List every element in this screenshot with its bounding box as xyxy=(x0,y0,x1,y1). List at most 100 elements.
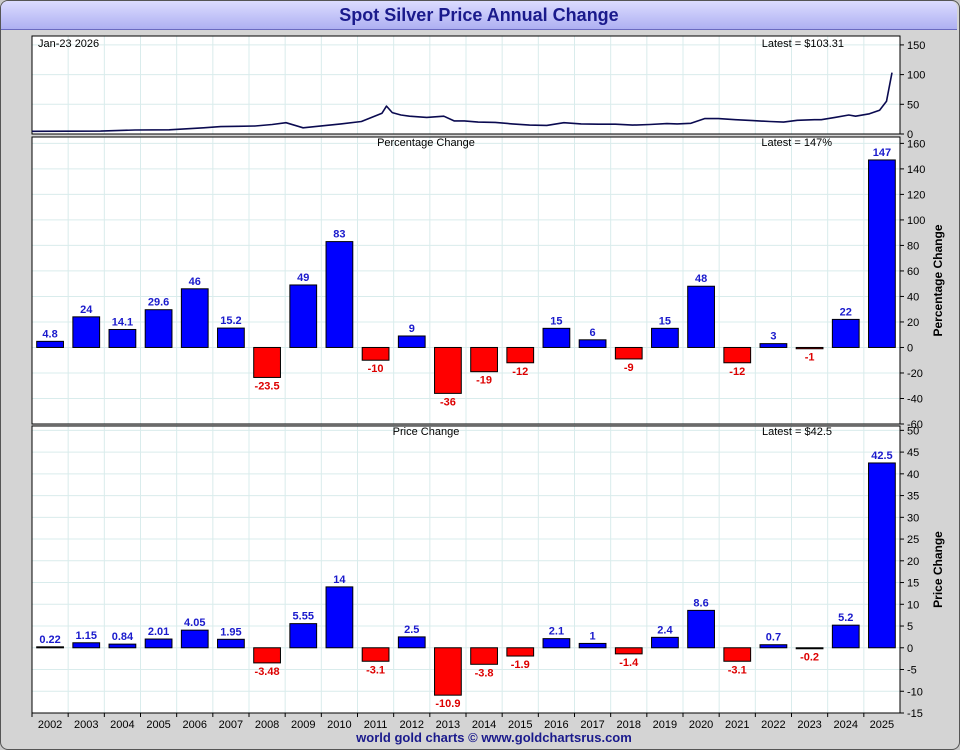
y-tick-label: 100 xyxy=(907,70,925,82)
y-tick-label: 40 xyxy=(907,469,919,481)
x-tick-label: 2008 xyxy=(255,719,279,731)
bar-positive xyxy=(759,343,788,348)
y-tick-label: 20 xyxy=(907,556,919,568)
y-tick-label: -20 xyxy=(907,368,923,380)
x-tick-label: 2007 xyxy=(219,719,243,731)
footer-credit: world gold charts © www.goldchartsrus.co… xyxy=(356,730,632,745)
bar-negative xyxy=(253,647,281,664)
y-tick-label: 140 xyxy=(907,164,925,176)
y-tick-label: 80 xyxy=(907,240,919,252)
x-tick-label: 2016 xyxy=(544,719,568,731)
x-tick-label: 2015 xyxy=(508,719,532,731)
latest-price-label: Latest = $103.31 xyxy=(762,38,844,50)
bar-positive xyxy=(72,642,101,649)
bar-positive xyxy=(578,339,607,348)
bar-positive xyxy=(108,643,137,649)
plot-border xyxy=(31,136,901,425)
y-tick-label: -5 xyxy=(907,665,917,677)
bar-negative xyxy=(361,346,390,361)
percentage-change-panel: -60 -40 -20 0 20 40 60 80 100 120 140 160 Percentage… xyxy=(31,136,945,431)
y-axis-title: Percentage Change xyxy=(931,224,945,336)
bar-value-label: 8.6 xyxy=(693,597,708,609)
y-tick-label: 40 xyxy=(907,291,919,303)
bar-value-label: 49 xyxy=(297,272,309,284)
price-series-line xyxy=(31,72,893,133)
bar-value-label: -1 xyxy=(805,352,815,364)
bar-value-label: 1.95 xyxy=(220,626,241,638)
y-tick-label: 20 xyxy=(907,317,919,329)
bar-negative xyxy=(795,647,824,650)
y-tick-label: -40 xyxy=(907,393,923,405)
y-tick-label: 60 xyxy=(907,266,919,278)
y-tick-label: 50 xyxy=(907,99,919,111)
bar-positive xyxy=(144,638,173,649)
x-tick-label: 2017 xyxy=(580,719,604,731)
plot-border xyxy=(31,35,901,135)
bar-positive xyxy=(687,285,715,348)
bar-positive xyxy=(325,586,354,649)
bar-value-label: -10.9 xyxy=(435,698,460,710)
bar-positive xyxy=(397,636,426,649)
bar-negative xyxy=(614,647,643,655)
bar-value-label: 22 xyxy=(840,306,852,318)
bar-negative xyxy=(434,647,462,696)
bar-positive xyxy=(217,327,245,348)
bar-negative xyxy=(723,647,752,662)
latest-label: Latest = 147% xyxy=(761,137,832,149)
x-tick-label: 2004 xyxy=(110,719,134,731)
bar-positive xyxy=(289,284,318,348)
bar-value-label: -12 xyxy=(729,366,745,378)
bar-negative xyxy=(470,346,498,373)
y-tick-label: 10 xyxy=(907,599,919,611)
bar-value-label: -3.8 xyxy=(475,667,494,679)
bar-value-label: 5.2 xyxy=(838,612,853,624)
bar-value-label: 1.15 xyxy=(76,630,97,642)
y-tick-label: 25 xyxy=(907,534,919,546)
bar-value-label: 2.1 xyxy=(549,626,564,638)
bar-value-label: 2.01 xyxy=(148,626,169,638)
bar-value-label: 15.2 xyxy=(220,315,241,327)
y-tick-label: -10 xyxy=(907,686,923,698)
bar-positive xyxy=(289,623,318,649)
bar-value-label: 2.5 xyxy=(404,624,419,636)
bar-value-label: 6 xyxy=(590,327,596,339)
bar-negative xyxy=(723,346,752,364)
x-tick-label: 2024 xyxy=(834,719,858,731)
bar-value-label: 0.84 xyxy=(112,631,134,643)
x-tick-label: 2003 xyxy=(74,719,98,731)
x-tick-label: 2020 xyxy=(689,719,713,731)
bar-value-label: -3.1 xyxy=(366,664,385,676)
bar-positive xyxy=(180,629,209,649)
bar-value-label: 15 xyxy=(659,315,671,327)
bar-value-label: -1.9 xyxy=(511,659,530,671)
bar-value-label: 48 xyxy=(695,273,707,285)
bar-positive xyxy=(651,327,679,348)
bar-positive xyxy=(36,646,64,649)
bar-negative xyxy=(470,647,498,665)
y-tick-label: 45 xyxy=(907,447,919,459)
bar-value-label: 14.1 xyxy=(112,316,133,328)
y-tick-label: 160 xyxy=(907,138,925,150)
x-tick-label: 2013 xyxy=(436,719,460,731)
y-tick-label: 5 xyxy=(907,621,913,633)
bar-negative xyxy=(506,647,535,657)
x-tick-label: 2025 xyxy=(870,719,894,731)
bar-value-label: 14 xyxy=(333,574,346,586)
bar-positive xyxy=(325,241,354,348)
bar-positive xyxy=(831,318,860,348)
bar-positive xyxy=(651,636,679,649)
bar-value-label: 3 xyxy=(770,331,776,343)
bar-positive xyxy=(831,624,860,649)
bar-positive xyxy=(759,644,788,649)
bar-value-label: 24 xyxy=(80,304,93,316)
bar-value-label: 42.5 xyxy=(871,450,892,462)
price-history-panel: 0 50 100 150 Jan-23 2026 Latest = $103.31 xyxy=(31,35,925,141)
y-tick-label: 15 xyxy=(907,578,919,590)
latest-label: Latest = $42.5 xyxy=(762,426,832,438)
x-tick-label: 2012 xyxy=(400,719,424,731)
y-tick-label: 0 xyxy=(907,342,913,354)
bar-positive xyxy=(180,288,209,348)
x-tick-label: 2018 xyxy=(617,719,641,731)
bar-negative xyxy=(795,346,824,350)
